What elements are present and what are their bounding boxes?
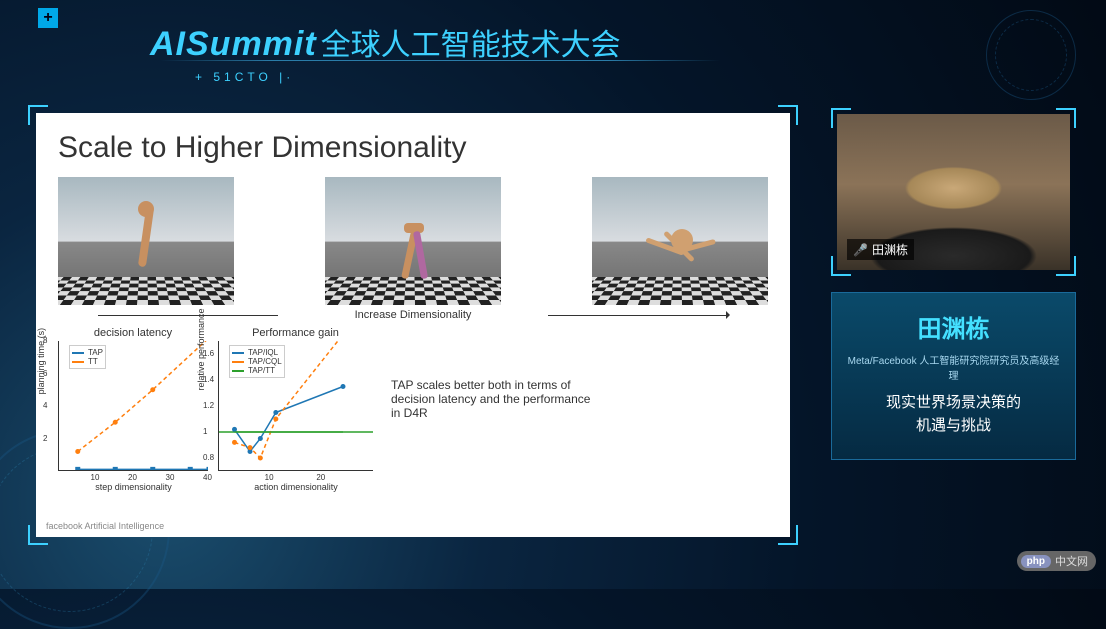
chart2-xlabel: action dimensionality [219,482,373,492]
header-logo: AISummit [150,25,317,64]
speaker-name-tag-text: 田渊栋 [872,241,908,258]
chart1-axes: TAPTT planning time (s) step dimensional… [58,341,208,471]
speaker-video: 🎤 田渊栋 [837,114,1070,270]
topic-line1: 现实世界场景决策的 [844,392,1063,415]
header-underline [160,60,720,61]
chart1-xlabel: step dimensionality [59,482,208,492]
speaker-info-topic: 现实世界场景决策的 机遇与挑战 [844,392,1063,437]
arrow-right-icon [726,311,734,319]
checker-floor [592,277,768,305]
topic-line2: 机遇与挑战 [844,415,1063,438]
checker-floor [325,277,501,305]
header-title-cn: 全球人工智能技术大会 [321,20,621,64]
chart-decision-latency: decision latency TAPTT planning time (s)… [58,327,208,471]
watermark-badge: php 中文网 [1017,551,1096,571]
walker-leg [412,231,427,279]
chart-performance-gain: Performance gain TAP/IQLTAP/CQLTAP/TT re… [218,327,373,471]
sim-walker [325,177,501,305]
speaker-info-card: 田渊栋 Meta/Facebook 人工智能研究院研究员及高级经理 现实世界场景… [831,292,1076,460]
sim-hopper [58,177,234,305]
microphone-icon: 🎤 [853,243,868,257]
chart2-legend: TAP/IQLTAP/CQLTAP/TT [229,345,285,378]
chart-caption: TAP scales better both in terms of decis… [391,378,601,420]
sim-ant [592,177,768,305]
dim-label-text: Increase Dimensionality [355,309,472,321]
chart2-title: Performance gain [252,327,339,339]
chart1-legend: TAPTT [69,345,106,369]
presentation-frame: Scale to Higher Dimensionality [28,105,798,545]
slide-footer-brand: facebook Artificial Intelligence [46,521,164,531]
speaker-video-frame[interactable]: 🎤 田渊栋 [831,108,1076,276]
speaker-name-tag: 🎤 田渊栋 [847,239,914,260]
subheader: + 51CTO |· [195,70,294,84]
speaker-info-role: Meta/Facebook 人工智能研究院研究员及高级经理 [844,352,1063,382]
decorative-circle-top [986,10,1076,100]
chart1-title: decision latency [94,327,172,339]
hopper-agent [142,207,150,267]
subheader-text: 51CTO [213,70,271,84]
subheader-prefix: + [195,70,206,84]
simulation-row [58,177,768,305]
charts-row: decision latency TAPTT planning time (s)… [58,327,768,471]
php-logo-icon: php [1021,555,1051,568]
header: AISummit 全球人工智能技术大会 [150,20,1056,64]
chart2-axes: TAP/IQLTAP/CQLTAP/TT relative performanc… [218,341,373,471]
slide: Scale to Higher Dimensionality [36,113,790,537]
slide-title: Scale to Higher Dimensionality [58,131,768,165]
speaker-info-name: 田渊栋 [844,309,1063,344]
side-panel: 🎤 田渊栋 田渊栋 Meta/Facebook 人工智能研究院研究员及高级经理 … [831,108,1076,460]
subheader-suffix: |· [279,70,294,84]
plus-badge: + [38,8,58,28]
checker-floor [58,277,234,305]
dimensionality-arrow-label: Increase Dimensionality [58,309,768,321]
watermark-text: 中文网 [1055,553,1088,569]
